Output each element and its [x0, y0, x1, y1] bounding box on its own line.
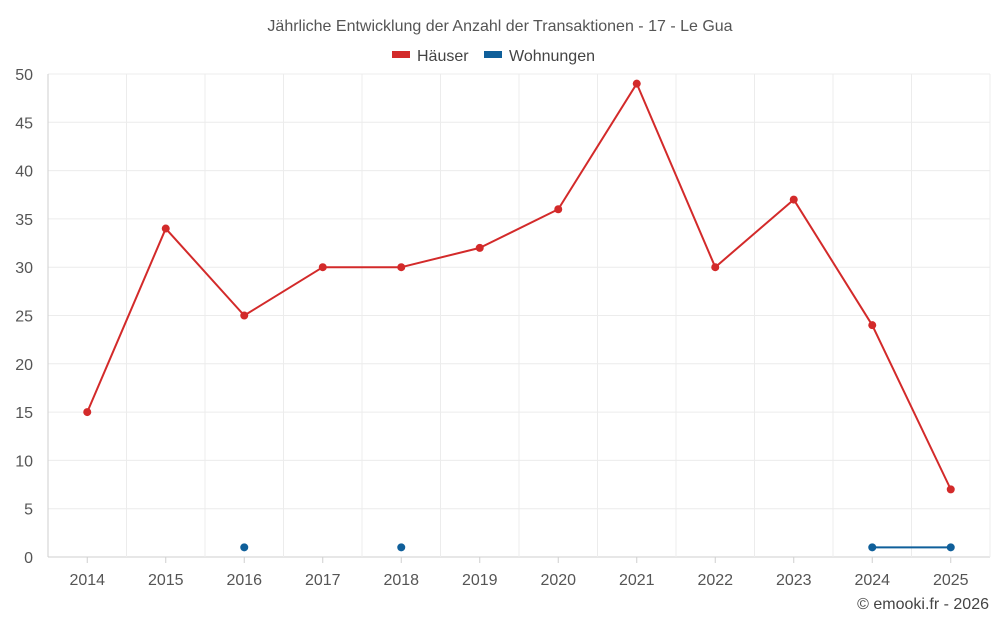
y-tick-label: 20 — [15, 357, 33, 374]
y-tick-label: 5 — [24, 502, 33, 519]
x-tick-label: 2024 — [854, 572, 890, 589]
data-point-haeuser-2017[interactable] — [318, 263, 327, 272]
legend[interactable]: Häuser Wohnungen — [392, 48, 595, 65]
x-tick-label: 2020 — [540, 572, 576, 589]
grid — [47, 73, 991, 563]
y-tick-label: 15 — [15, 405, 33, 422]
y-tick-label: 40 — [15, 164, 33, 181]
copyright-text: © emooki.fr - 2026 — [857, 596, 989, 613]
legend-swatch-wohnungen — [484, 51, 502, 58]
data-point-haeuser-2014[interactable] — [83, 408, 92, 417]
legend-label-wohnungen[interactable]: Wohnungen — [509, 48, 595, 65]
y-tick-label: 45 — [15, 115, 33, 132]
y-tick-label: 30 — [15, 260, 33, 277]
y-tick-label: 50 — [15, 67, 33, 84]
series-line-haeuser — [635, 82, 717, 269]
y-tick-label: 0 — [24, 550, 33, 567]
x-tick-label: 2015 — [148, 572, 184, 589]
y-tick-label: 35 — [15, 212, 33, 229]
x-tick-label: 2021 — [619, 572, 655, 589]
data-point-haeuser-2020[interactable] — [554, 205, 563, 214]
data-point-haeuser-2022[interactable] — [711, 263, 720, 272]
series-line-haeuser — [714, 198, 795, 269]
data-point-haeuser-2021[interactable] — [632, 79, 641, 88]
legend-swatch-haeuser — [392, 51, 410, 58]
legend-label-haeuser[interactable]: Häuser — [417, 48, 469, 65]
x-tick-label: 2017 — [305, 572, 341, 589]
series-line-haeuser — [243, 266, 324, 317]
y-axis-labels: 0 5 10 15 20 25 30 35 40 45 50 — [15, 67, 33, 567]
x-tick-label: 2016 — [226, 572, 262, 589]
x-tick-label: 2023 — [776, 572, 812, 589]
x-tick-label: 2025 — [933, 572, 969, 589]
data-point-haeuser-2023[interactable] — [789, 195, 798, 204]
data-point-wohnungen-2024[interactable] — [868, 543, 877, 552]
series-line-haeuser — [478, 208, 560, 249]
x-axis-labels: 2014 2015 2016 2017 2018 2019 2020 2021 2022 2023… — [69, 572, 968, 589]
x-tick-label: 2019 — [462, 572, 498, 589]
data-point-haeuser-2024[interactable] — [868, 321, 877, 330]
data-point-haeuser-2015[interactable] — [161, 224, 170, 233]
series-lines — [86, 82, 952, 549]
x-tick-label: 2014 — [69, 572, 105, 589]
series-line-haeuser — [86, 227, 167, 414]
x-tick-label: 2018 — [383, 572, 419, 589]
data-point-wohnungen-2025[interactable] — [946, 543, 955, 552]
y-tick-label: 25 — [15, 309, 33, 326]
x-tick-label: 2022 — [697, 572, 733, 589]
data-point-wohnungen-2018[interactable] — [397, 543, 406, 552]
data-point-haeuser-2016[interactable] — [240, 311, 249, 320]
series-line-haeuser — [400, 246, 481, 269]
series-line-haeuser — [871, 324, 952, 491]
data-point-wohnungen-2016[interactable] — [240, 543, 249, 552]
data-point-haeuser-2018[interactable] — [397, 263, 406, 272]
series-line-haeuser — [557, 82, 638, 211]
chart-title: Jährliche Entwicklung der Anzahl der Tra… — [267, 18, 732, 35]
series-points — [83, 79, 955, 552]
series-line-haeuser — [164, 227, 246, 317]
data-point-haeuser-2019[interactable] — [475, 243, 484, 252]
data-point-haeuser-2025[interactable] — [946, 485, 955, 494]
series-line-haeuser — [792, 198, 874, 327]
y-tick-label: 10 — [15, 453, 33, 470]
